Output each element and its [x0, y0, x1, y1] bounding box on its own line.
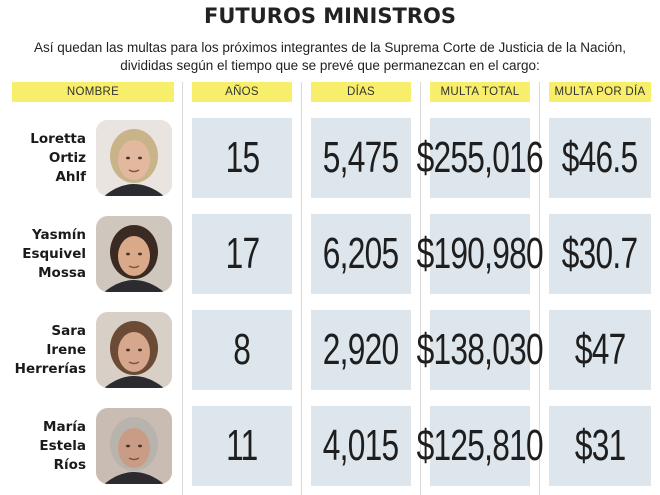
cell-anos-value: 15: [225, 133, 260, 182]
cell-dias-value: 2,920: [323, 325, 399, 374]
person-name-line: Loretta: [30, 130, 86, 147]
page-title: FUTUROS MINISTROS: [204, 4, 456, 28]
cell-multa-por-dia: $31: [549, 406, 651, 486]
person-name: Sara Irene Herrerías: [8, 310, 86, 390]
person-name-line: María: [43, 418, 86, 435]
cell-anos: 8: [192, 310, 292, 390]
person-name-line: Ortiz: [48, 149, 86, 166]
portrait-photo: [96, 312, 172, 388]
person-name-line: Estela: [39, 437, 86, 454]
cell-anos-value: 11: [226, 421, 258, 470]
cell-multa-total: $190,980: [417, 214, 544, 294]
person-name-line: Mossa: [38, 264, 86, 281]
cell-multa-total: $125,810: [417, 406, 544, 486]
cell-multa-por-dia-value: $30.7: [562, 229, 638, 278]
cell-multa-por-dia: $46.5: [549, 118, 651, 198]
column-divider: [539, 82, 540, 495]
cell-multa-por-dia-value: $46.5: [562, 133, 638, 182]
table-row: Sara Irene Herrerías 8 2,920 $138,030 $47: [0, 310, 660, 390]
person-name-line: Ahlf: [55, 168, 86, 185]
header-dias: DÍAS: [311, 82, 411, 102]
person-name-line: Sara: [51, 322, 86, 339]
cell-multa-total-value: $138,030: [416, 325, 544, 374]
person-name-line: Esquivel: [22, 245, 86, 262]
cell-dias: 2,920: [311, 310, 411, 390]
person-name-line: Ríos: [53, 456, 86, 473]
cell-dias-value: 5,475: [323, 133, 399, 182]
cell-dias-value: 4,015: [323, 421, 399, 470]
person-name: Loretta Ortiz Ahlf: [8, 118, 86, 198]
cell-multa-por-dia-value: $31: [574, 421, 626, 470]
cell-multa-total-value: $190,980: [416, 229, 544, 278]
portrait-photo: [96, 408, 172, 484]
cell-multa-total-value: $125,810: [416, 421, 544, 470]
cell-dias: 6,205: [311, 214, 411, 294]
cell-anos: 15: [192, 118, 292, 198]
cell-multa-total-value: $255,016: [416, 133, 544, 182]
column-divider: [301, 82, 302, 495]
cell-anos-value: 8: [233, 325, 252, 374]
cell-multa-por-dia: $30.7: [549, 214, 651, 294]
table-row: María Estela Ríos 11 4,015 $125,810 $31: [0, 406, 660, 486]
cell-anos: 17: [192, 214, 292, 294]
header-nombre: NOMBRE: [12, 82, 174, 102]
cell-multa-total: $138,030: [417, 310, 544, 390]
portrait-photo: [96, 216, 172, 292]
cell-dias-value: 6,205: [323, 229, 399, 278]
person-name-line: Irene: [46, 341, 86, 358]
person-name: Yasmín Esquivel Mossa: [8, 214, 86, 294]
cell-dias: 5,475: [311, 118, 411, 198]
portrait-photo: [96, 120, 172, 196]
column-divider: [182, 82, 183, 495]
cell-dias: 4,015: [311, 406, 411, 486]
cell-multa-total: $255,016: [417, 118, 544, 198]
subtitle-line-2: divididas según el tiempo que se prevé q…: [120, 58, 540, 73]
person-name: María Estela Ríos: [8, 406, 86, 486]
table-row: Yasmín Esquivel Mossa 17 6,205 $190,980 $30.7: [0, 214, 660, 294]
person-name-line: Yasmín: [32, 226, 86, 243]
person-name-line: Herrerías: [14, 360, 86, 377]
subtitle: Así quedan las multas para los próximos …: [30, 39, 630, 75]
table-row: Loretta Ortiz Ahlf 15 5,475 $255,016 $46.5: [0, 118, 660, 198]
cell-multa-por-dia: $47: [549, 310, 651, 390]
header-multa-total: MULTA TOTAL: [430, 82, 530, 102]
column-divider: [420, 82, 421, 495]
subtitle-line-1: Así quedan las multas para los próximos …: [33, 40, 627, 55]
header-anos: AÑOS: [192, 82, 292, 102]
cell-anos: 11: [192, 406, 292, 486]
cell-multa-por-dia-value: $47: [574, 325, 626, 374]
header-multa-por-dia: MULTA POR DÍA: [549, 82, 651, 102]
cell-anos-value: 17: [225, 229, 260, 278]
